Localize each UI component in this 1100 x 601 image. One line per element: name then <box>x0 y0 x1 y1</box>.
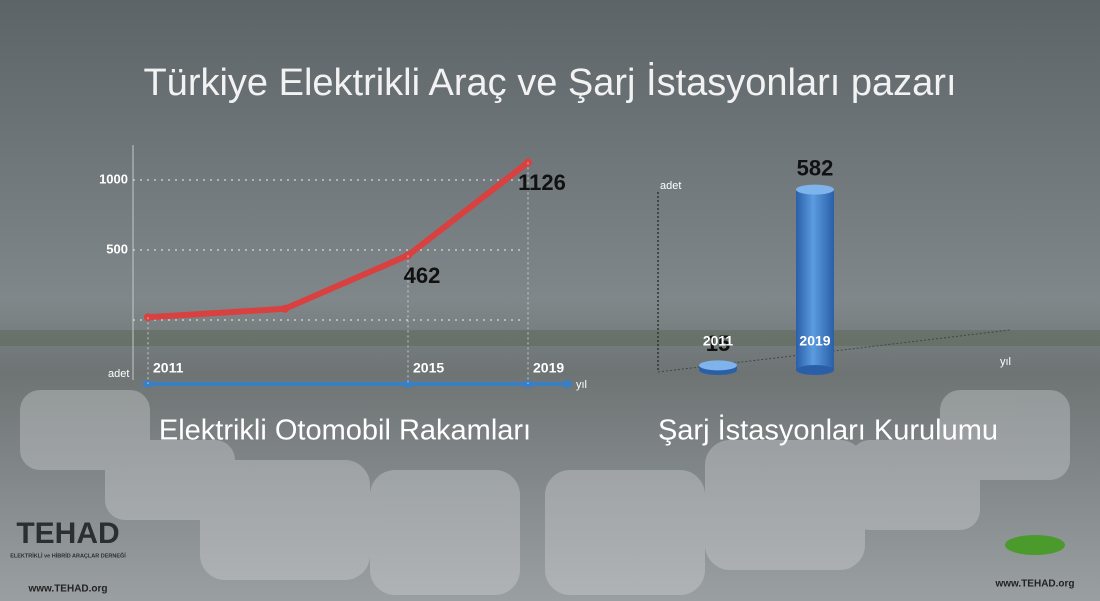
bar <box>796 189 834 370</box>
logo-subtitle: ELEKTRİKLİ ve HİBRİD ARAÇLAR DERNEĞİ <box>10 551 126 559</box>
footer-url: www.TEHAD.org <box>994 579 1074 590</box>
x-tick-label: 2011 <box>703 333 734 349</box>
bar-bottom <box>796 365 834 375</box>
x-axis-arrow <box>565 378 574 390</box>
value-label: 582 <box>797 155 834 180</box>
main-title: Türkiye Elektrikli Araç ve Şarj İstasyon… <box>143 61 956 104</box>
value-label: 15 <box>706 331 730 356</box>
x-axis-dot <box>404 380 412 388</box>
x-axis-label: yıl <box>1000 356 1011 368</box>
x-tick-label: 2015 <box>413 360 444 376</box>
horizon <box>0 330 1100 346</box>
bar-top <box>699 360 737 371</box>
x-tick-label: 2019 <box>799 333 830 349</box>
logo: TEHAD <box>16 517 119 550</box>
bar-top <box>796 184 834 195</box>
value-label: 1126 <box>518 170 566 195</box>
value-label: 462 <box>404 263 441 288</box>
y-axis-label: adet <box>108 368 129 380</box>
x-axis-label: yıl <box>576 379 587 391</box>
line-series <box>147 159 530 321</box>
y-tick-label: 500 <box>106 241 128 256</box>
chart-title: Şarj İstasyonları Kurulumu <box>658 414 998 447</box>
footer-url: www.TEHAD.org <box>27 584 107 595</box>
y-tick-label: 1000 <box>99 171 128 186</box>
car-shapes <box>20 390 1070 595</box>
line-point <box>281 304 289 313</box>
y-axis-label: adet <box>660 180 681 192</box>
chart-title: Elektrikli Otomobil Rakamları <box>159 415 531 447</box>
x-tick-label: 2019 <box>533 360 564 376</box>
logo-leaf <box>1005 535 1065 555</box>
x-tick-label: 2011 <box>153 360 184 376</box>
